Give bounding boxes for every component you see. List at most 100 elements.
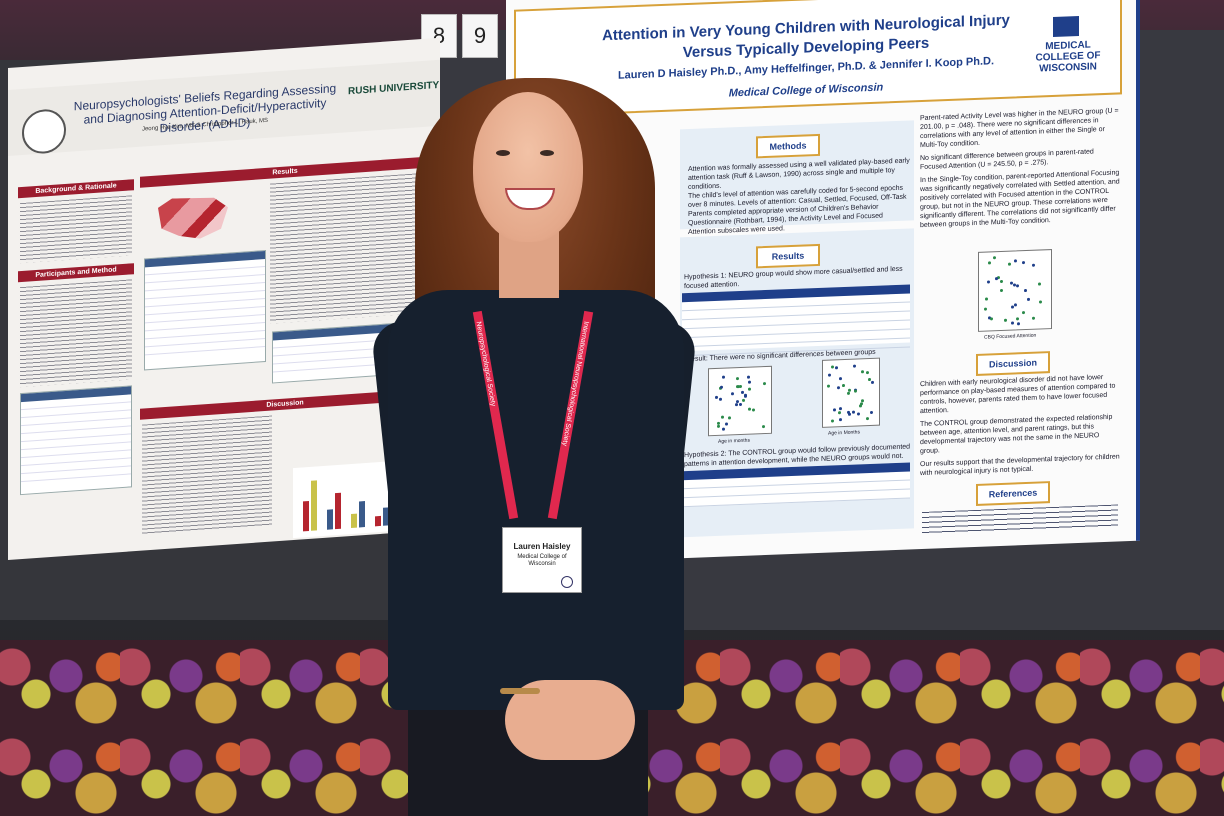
scatter-dot: [827, 384, 831, 388]
scatter-dot: [983, 307, 987, 312]
scatter-dot: [736, 377, 740, 381]
scatter-dot: [1003, 319, 1007, 323]
scatter-dot: [993, 256, 997, 260]
text-block: [270, 172, 430, 324]
scatter-dot: [722, 375, 726, 379]
scatter-dot: [852, 364, 856, 369]
methods-bullets: Attention was formally assessed using a …: [688, 156, 910, 237]
scatter-dot: [866, 417, 870, 421]
scatter-dot: [1027, 298, 1031, 302]
scatter-dot: [1024, 288, 1028, 293]
scatter-dot: [830, 365, 834, 369]
demographics-table: [20, 385, 132, 496]
scatter-dot: [1013, 303, 1017, 307]
section-results: Results: [756, 243, 820, 269]
results-text: Parent-rated Activity Level was higher i…: [920, 106, 1120, 230]
scatter-dot: [834, 366, 838, 370]
black-top: [388, 290, 684, 710]
scatter-dot: [1031, 316, 1035, 321]
attention-table: [682, 284, 910, 357]
scatter-dot: [865, 371, 869, 375]
section-methods: Methods: [756, 133, 820, 159]
scatter-dot: [717, 424, 721, 428]
scatter-dot: [847, 412, 851, 416]
scatter-dot: [1011, 321, 1015, 325]
scatter-dot: [752, 407, 756, 412]
scatter-dot: [720, 385, 724, 389]
scatter-dot: [857, 412, 861, 416]
scatter-dot: [1037, 282, 1041, 286]
book-logo-icon: [1053, 15, 1079, 37]
text-block: [142, 415, 272, 535]
scatter-dot: [847, 391, 851, 395]
plot-x-label: CBQ Focused Attention: [984, 332, 1037, 341]
left-eye: [496, 150, 510, 156]
scatter-dot: [1021, 260, 1025, 265]
face: [473, 92, 583, 242]
scatter-dot: [854, 389, 858, 393]
badge-name: Lauren Haisley: [513, 542, 571, 551]
scatter-dot: [988, 261, 992, 265]
scatter-dot: [869, 411, 873, 415]
scatter-dot: [748, 407, 752, 411]
results-paragraph: In the Single-Toy condition, parent-repo…: [920, 169, 1120, 230]
scatter-dot: [1015, 283, 1019, 288]
scatter-dot: [861, 370, 865, 374]
scatter-dot: [1008, 263, 1011, 267]
scatter-dot: [715, 395, 719, 400]
scatter-dot: [731, 391, 735, 395]
mcw-logo-text: MEDICAL COLLEGE OF WISCONSIN: [1035, 39, 1101, 75]
section-discussion: Discussion: [976, 351, 1050, 376]
scatter-dot: [762, 381, 766, 385]
scatter-dot: [1016, 322, 1020, 326]
scatter-dot: [747, 375, 751, 380]
section-references: References: [976, 481, 1050, 506]
scatter-dot: [859, 402, 863, 406]
scatter-dot: [741, 390, 745, 394]
scatter-dot: [847, 388, 851, 392]
scatter-dot: [742, 399, 746, 403]
scatter-dot: [719, 397, 723, 401]
discussion-text: Children with early neurological disorde…: [920, 372, 1120, 478]
booth-number-9: 9: [462, 14, 498, 58]
scatter-plot-multiple-toy: [822, 357, 880, 428]
text-block: [20, 195, 132, 264]
scatter-dot: [1039, 300, 1043, 304]
scatter-dot: [1032, 263, 1035, 268]
scatter-dot: [1016, 316, 1020, 320]
scatter-dot: [727, 416, 731, 420]
scatter-plot-single-toy: [708, 365, 772, 437]
scatter-dot: [747, 380, 751, 384]
scatter-dot: [1022, 311, 1026, 315]
scatter-dot: [725, 421, 729, 426]
text-block: [20, 279, 132, 388]
bracelet: [500, 688, 540, 694]
references-text: [922, 504, 1118, 535]
scatter-dot: [994, 276, 998, 280]
scatter-dot: [738, 403, 742, 407]
age-cutoff-table: [144, 249, 266, 371]
us-map-figure: [158, 195, 228, 242]
scatter-dot: [832, 408, 836, 412]
scatter-dot: [986, 280, 990, 284]
scatter-dot: [839, 377, 843, 381]
scatter-dot: [828, 373, 832, 377]
scatter-dot: [984, 297, 988, 301]
scatter-dot: [870, 381, 874, 385]
badge-seal-icon: [561, 576, 573, 588]
scatter-dot: [837, 410, 841, 414]
scatter-dot: [999, 280, 1003, 284]
scatter-dot: [997, 276, 1001, 280]
scatter-dot: [831, 419, 835, 423]
scatter-dot: [839, 417, 843, 421]
scatter-dot: [851, 410, 855, 414]
badge-organization: Medical College of Wisconsin: [517, 554, 567, 567]
scatter-dot: [761, 425, 765, 429]
scatter-dot: [734, 402, 738, 407]
scatter-dot: [720, 415, 724, 420]
scatter-dot: [836, 386, 840, 390]
scatter-dot: [841, 383, 845, 388]
scatter-dot: [1010, 305, 1014, 309]
scatter-dot: [1000, 289, 1004, 293]
